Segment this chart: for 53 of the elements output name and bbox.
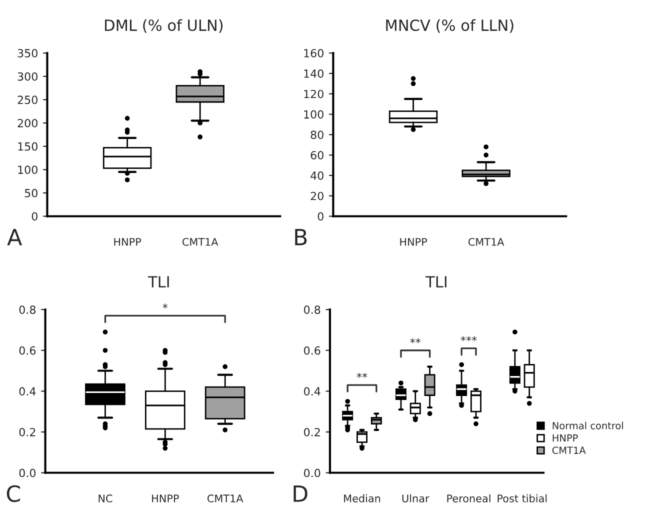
y-tick-label: 20 bbox=[310, 192, 324, 200]
y-tick-label: 200 bbox=[18, 118, 38, 128]
y-tick-label: 0.2 bbox=[19, 428, 36, 436]
y-tick-label: 0.4 bbox=[304, 387, 320, 396]
x-tick-label: HNPP bbox=[400, 238, 428, 246]
x-tick-label: NC bbox=[98, 494, 112, 502]
chart-title: MNCV (% of LLN) bbox=[386, 19, 514, 33]
legend-label: HNPP bbox=[552, 434, 578, 442]
y-tick-label: 350 bbox=[18, 49, 38, 58]
y-tick-label: 40 bbox=[310, 171, 324, 180]
x-tick-label: HNPP bbox=[114, 238, 142, 246]
x-tick-label: HNPP bbox=[152, 494, 179, 502]
y-tick-label: 60 bbox=[310, 151, 324, 160]
y-tick-label: 0.0 bbox=[19, 468, 36, 478]
chart-title: TLI bbox=[148, 276, 169, 288]
y-tick-label: 0.0 bbox=[304, 468, 320, 478]
y-tick-label: 0.4 bbox=[19, 387, 36, 396]
y-tick-label: 0.8 bbox=[19, 306, 36, 314]
text: B bbox=[295, 229, 307, 246]
annotation: ** bbox=[356, 372, 368, 378]
y-tick-label: 0.6 bbox=[304, 346, 320, 355]
y-tick-label: 150 bbox=[18, 142, 38, 151]
x-tick-label: Median bbox=[344, 494, 380, 502]
x-tick-label: Ulnar bbox=[402, 494, 430, 502]
x-tick-label: Peroneal bbox=[447, 494, 490, 502]
text: C bbox=[6, 485, 20, 502]
y-tick-label: 160 bbox=[304, 49, 324, 58]
y-tick-label: 80 bbox=[310, 130, 324, 140]
y-tick-label: 0.2 bbox=[304, 428, 320, 436]
y-tick-label: 0 bbox=[32, 212, 38, 221]
legend-label: CMT1A bbox=[552, 446, 586, 454]
annotation: ** bbox=[410, 338, 421, 344]
annotation: *** bbox=[460, 336, 477, 342]
y-tick-label: 0.6 bbox=[19, 346, 36, 355]
y-tick-label: 120 bbox=[304, 90, 324, 98]
legend-label: Normal control bbox=[552, 422, 623, 430]
x-tick-label: CMT1A bbox=[468, 238, 504, 246]
text: * bbox=[162, 304, 168, 309]
text: D bbox=[294, 486, 308, 502]
y-tick-label: 100 bbox=[18, 166, 38, 174]
chart-title: TLI bbox=[426, 276, 446, 288]
y-tick-label: 300 bbox=[18, 72, 38, 81]
y-tick-label: 250 bbox=[18, 96, 38, 104]
x-tick-label: Post tibial bbox=[498, 494, 547, 502]
x-tick-label: CMT1A bbox=[182, 238, 218, 246]
y-tick-label: 140 bbox=[304, 69, 324, 78]
y-tick-label: 100 bbox=[304, 110, 324, 119]
chart-title: DML (% of ULN) bbox=[105, 19, 223, 33]
y-tick-label: 0 bbox=[318, 212, 324, 221]
y-tick-label: 0.8 bbox=[304, 306, 320, 314]
x-tick-label: CMT1A bbox=[207, 494, 244, 502]
text: A bbox=[7, 229, 22, 246]
y-tick-label: 50 bbox=[24, 188, 38, 198]
